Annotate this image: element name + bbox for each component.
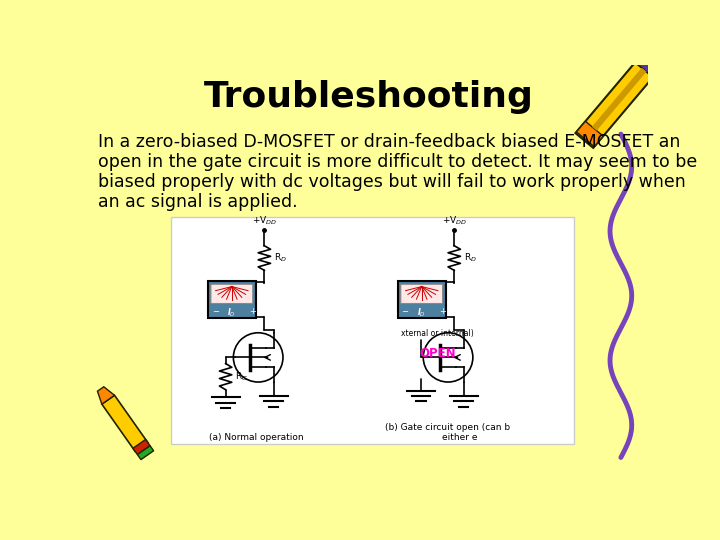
Text: −: − [212,307,219,316]
Text: biased properly with dc voltages but will fail to work properly when: biased properly with dc voltages but wil… [98,173,685,191]
Text: I$_D$: I$_D$ [228,307,236,319]
FancyBboxPatch shape [208,281,256,318]
Text: an ac signal is applied.: an ac signal is applied. [98,193,297,211]
Text: Troubleshooting: Troubleshooting [204,80,534,114]
Text: +V$_{DD}$: +V$_{DD}$ [441,215,467,227]
Text: (a) Normal operation: (a) Normal operation [210,433,304,442]
Polygon shape [97,387,114,404]
FancyBboxPatch shape [397,281,446,318]
FancyBboxPatch shape [575,62,653,148]
FancyBboxPatch shape [138,446,153,460]
FancyBboxPatch shape [401,284,443,303]
Text: xternal or internal): xternal or internal) [401,329,474,338]
FancyBboxPatch shape [171,217,575,444]
Polygon shape [635,51,662,77]
Text: R$_D$: R$_D$ [464,252,477,264]
Text: I$_D$: I$_D$ [418,307,426,319]
Text: R$_G$: R$_G$ [235,370,248,383]
Text: In a zero-biased D-MOSFET or drain-feedback biased E-MOSFET an: In a zero-biased D-MOSFET or drain-feedb… [98,132,680,151]
Text: (b) Gate circuit open (can b
        either e: (b) Gate circuit open (can b either e [385,423,510,442]
Text: R$_D$: R$_D$ [274,252,287,264]
Text: +V$_{DD}$: +V$_{DD}$ [252,215,277,227]
Text: OPEN: OPEN [419,347,456,360]
FancyBboxPatch shape [577,122,603,147]
FancyBboxPatch shape [592,68,647,131]
Text: +: + [249,307,256,316]
FancyBboxPatch shape [133,440,150,455]
Text: −: − [402,307,408,316]
Text: +: + [438,307,446,316]
FancyBboxPatch shape [102,395,148,451]
FancyBboxPatch shape [211,284,253,303]
Text: open in the gate circuit is more difficult to detect. It may seem to be: open in the gate circuit is more difficu… [98,153,697,171]
